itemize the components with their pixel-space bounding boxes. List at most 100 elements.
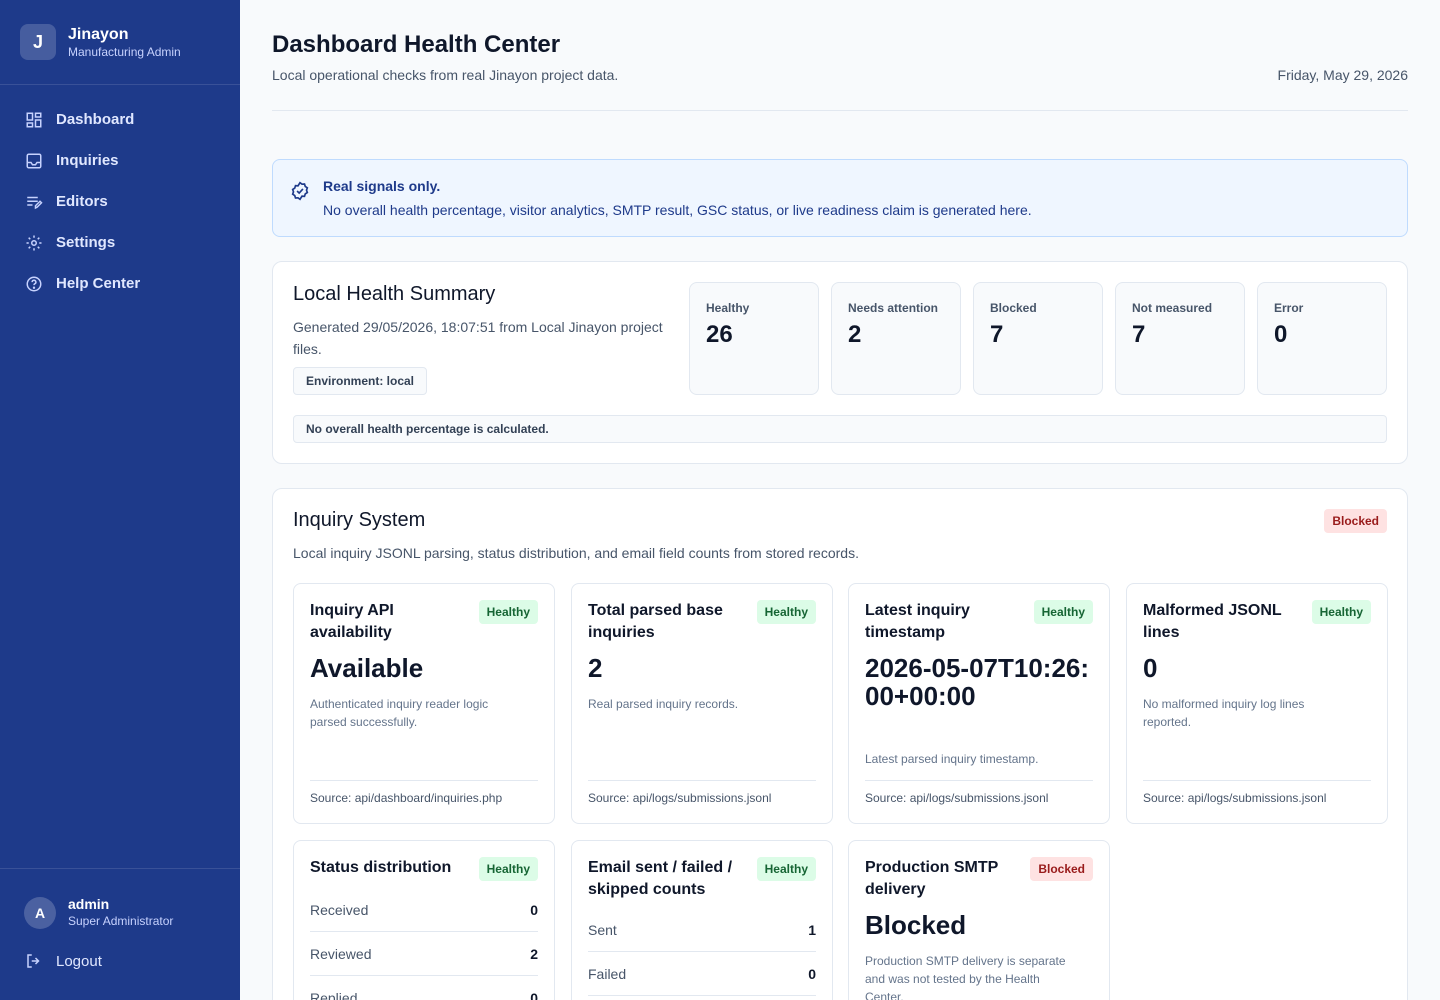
table-row: Failed 0 [588, 952, 816, 996]
metric-value: Blocked [865, 910, 967, 940]
notice-banner: Real signals only. No overall health per… [272, 159, 1408, 237]
section-title: Inquiry System [293, 509, 426, 531]
metric-description: Production SMTP delivery is separate and… [865, 954, 1066, 1000]
user-name: admin [68, 896, 110, 912]
status-badge: Healthy [1311, 600, 1371, 624]
metric-description: Authenticated inquiry reader logic parse… [310, 697, 489, 729]
metric-value: 0 [1143, 653, 1158, 683]
table-row: Replied 0 [310, 976, 538, 1000]
notice-title: Real signals only. [323, 178, 441, 194]
metric-source: Source: api/logs/submissions.jsonl [865, 791, 1049, 805]
row-value: 2 [530, 945, 538, 962]
local-health-summary-card: Local Health Summary Generated 29/05/202… [272, 261, 1408, 464]
status-badge: Blocked [1324, 509, 1387, 533]
metric-value: 2 [588, 653, 603, 683]
metric-source: Source: api/logs/submissions.jsonl [588, 791, 772, 805]
sidebar-item-help-center[interactable]: Help Center [0, 263, 240, 304]
stat-healthy: Healthy 26 [689, 282, 819, 395]
status-badge: Healthy [1033, 600, 1093, 624]
metric-card-production-smtp: Production SMTP delivery Blocked Blocked… [848, 840, 1110, 1000]
status-badge: Healthy [756, 857, 816, 881]
row-label: Replied [310, 989, 358, 1000]
metric-value: 2026-05-07T10:26:00+00:00 [865, 653, 1090, 711]
stat-value: 0 [1274, 321, 1288, 348]
row-label: Failed [588, 965, 627, 982]
divider [1143, 780, 1371, 781]
divider [865, 780, 1093, 781]
metric-source: Source: api/logs/submissions.jsonl [1143, 791, 1327, 805]
status-badge: Blocked [1030, 857, 1093, 881]
sidebar-item-settings[interactable]: Settings [0, 222, 240, 263]
stat-label: Blocked [990, 301, 1037, 315]
help-icon [26, 276, 42, 291]
page-title: Dashboard Health Center [272, 31, 561, 58]
stat-error: Error 0 [1257, 282, 1387, 395]
metric-description: No malformed inquiry log lines reported. [1143, 697, 1305, 729]
status-badge: Healthy [756, 600, 816, 624]
status-badge: Healthy [478, 857, 538, 881]
summary-generated: Generated 29/05/2026, 18:07:51 from Loca… [293, 319, 663, 357]
sidebar-footer: A admin Super Administrator Logout [0, 868, 240, 1000]
sidebar-item-dashboard[interactable]: Dashboard [0, 99, 240, 140]
user-role: Super Administrator [68, 914, 174, 928]
divider [588, 780, 816, 781]
metric-card-email-counts: Email sent / failed / skipped counts Hea… [571, 840, 833, 1000]
metric-card-malformed-lines: Malformed JSONL lines Healthy 0 No malfo… [1126, 583, 1388, 824]
metric-title: Malformed JSONL lines [1143, 602, 1282, 641]
table-row: Sent 1 [588, 908, 816, 952]
stat-value: 7 [1132, 321, 1146, 348]
logout-label: Logout [56, 952, 102, 970]
user-profile[interactable]: A admin Super Administrator [0, 869, 240, 930]
inbox-icon [26, 153, 42, 168]
sidebar-item-label: Help Center [56, 275, 141, 292]
summary-note: No overall health percentage is calculat… [293, 415, 1387, 443]
metric-title: Status distribution [310, 859, 452, 876]
edit-list-icon [27, 196, 43, 209]
page-subtitle: Local operational checks from real Jinay… [272, 67, 619, 83]
sidebar-item-label: Dashboard [56, 111, 135, 128]
summary-title: Local Health Summary [293, 283, 496, 305]
environment-badge: Environment: local [293, 367, 428, 395]
stat-not-measured: Not measured 7 [1115, 282, 1245, 395]
metric-value: Available [310, 653, 424, 683]
metric-title: Total parsed base inquiries [588, 602, 723, 641]
brand: J Jinayon Manufacturing Admin [0, 0, 240, 85]
row-value: 0 [530, 989, 538, 1000]
stat-value: 7 [990, 321, 1004, 348]
metric-card-latest-timestamp: Latest inquiry timestamp Healthy 2026-05… [848, 583, 1110, 824]
metric-title: Inquiry API availability [310, 602, 394, 641]
inquiry-system-card: Inquiry System Blocked Local inquiry JSO… [272, 488, 1408, 1000]
metric-title: Email sent / failed / skipped counts [588, 859, 733, 898]
metric-card-status-distribution: Status distribution Healthy Received 0 R… [293, 840, 555, 1000]
status-badge: Healthy [478, 600, 538, 624]
sidebar-item-inquiries[interactable]: Inquiries [0, 140, 240, 181]
stat-label: Error [1274, 301, 1304, 315]
divider [310, 780, 538, 781]
logout-button[interactable]: Logout [0, 930, 240, 970]
sidebar-nav: Dashboard Inquiries Editors Settings Hel… [0, 85, 240, 304]
brand-name: Jinayon [68, 26, 129, 43]
brand-subtitle: Manufacturing Admin [68, 45, 181, 59]
header-divider [272, 110, 1408, 111]
row-value: 0 [808, 965, 816, 982]
metric-card-inquiry-api: Inquiry API availability Healthy Availab… [293, 583, 555, 824]
sidebar-item-editors[interactable]: Editors [0, 181, 240, 222]
row-label: Sent [588, 921, 617, 938]
sidebar-item-label: Inquiries [56, 152, 119, 169]
logout-icon [27, 954, 40, 968]
notice-text: No overall health percentage, visitor an… [323, 202, 1032, 218]
avatar: A [24, 896, 56, 929]
stat-label: Not measured [1132, 301, 1213, 315]
stat-blocked: Blocked 7 [973, 282, 1103, 395]
stat-value: 26 [706, 321, 733, 348]
page-date: Friday, May 29, 2026 [1277, 67, 1408, 83]
table-row: Reviewed 2 [310, 932, 538, 976]
metric-description: Real parsed inquiry records. [588, 697, 739, 711]
table-row: Received 0 [310, 888, 538, 932]
brand-logo: J [20, 24, 56, 60]
stat-needs-attention: Needs attention 2 [831, 282, 961, 395]
stat-value: 2 [848, 321, 862, 348]
dashboard-icon [26, 112, 42, 127]
row-value: 0 [530, 901, 538, 918]
row-label: Reviewed [310, 945, 372, 962]
